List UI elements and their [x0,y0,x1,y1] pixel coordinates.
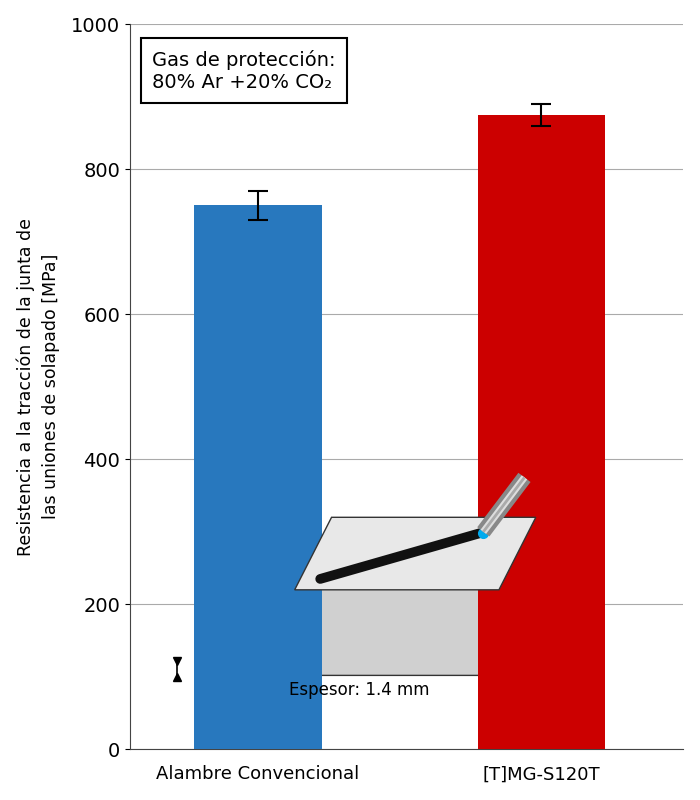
Text: Gas de protección:
80% Ar +20% CO₂: Gas de protección: 80% Ar +20% CO₂ [153,50,336,91]
Text: Espesor: 1.4 mm: Espesor: 1.4 mm [289,681,430,698]
Y-axis label: Resistencia a la tracción de la junta de
las uniones de solapado [MPa]: Resistencia a la tracción de la junta de… [17,218,60,556]
Bar [194,206,321,750]
Polygon shape [281,561,522,675]
Bar [220,724,296,750]
Bar [477,115,606,750]
Polygon shape [295,518,536,590]
